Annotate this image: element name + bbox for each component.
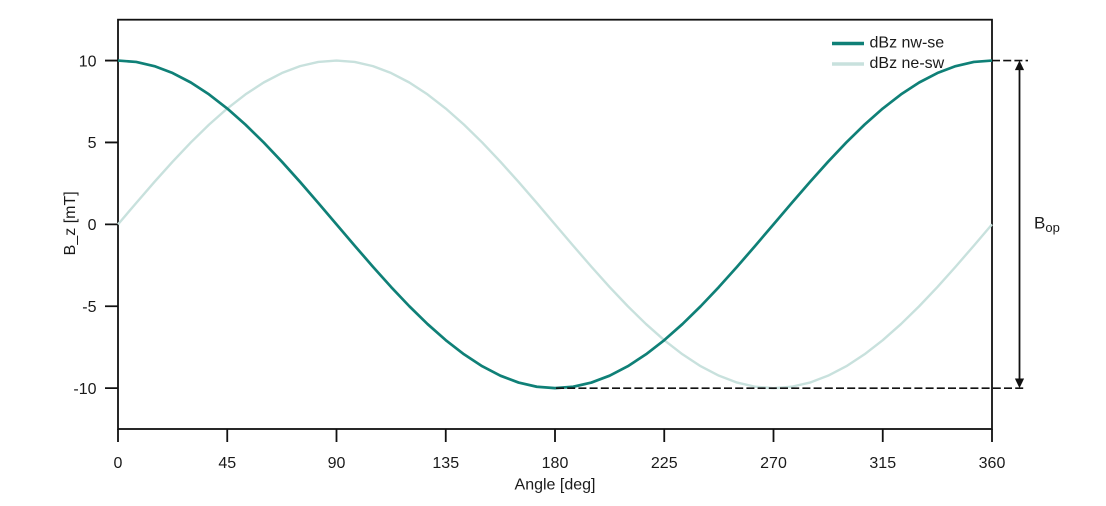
svg-text:-10: -10 [73,381,96,398]
svg-text:270: 270 [760,455,787,472]
svg-text:dBz ne-sw: dBz ne-sw [870,55,945,72]
svg-text:225: 225 [651,455,678,472]
svg-text:B_z [mT]: B_z [mT] [62,191,79,255]
svg-text:45: 45 [218,455,236,472]
svg-text:-5: -5 [82,299,96,316]
svg-text:360: 360 [979,455,1006,472]
svg-text:0: 0 [114,455,123,472]
svg-text:dBz nw-se: dBz nw-se [870,35,945,52]
svg-text:315: 315 [869,455,896,472]
svg-text:10: 10 [79,53,97,70]
svg-text:180: 180 [542,455,569,472]
svg-text:Angle [deg]: Angle [deg] [515,476,596,493]
svg-text:135: 135 [432,455,459,472]
svg-text:90: 90 [328,455,346,472]
svg-text:5: 5 [88,135,97,152]
svg-text:0: 0 [88,217,97,234]
